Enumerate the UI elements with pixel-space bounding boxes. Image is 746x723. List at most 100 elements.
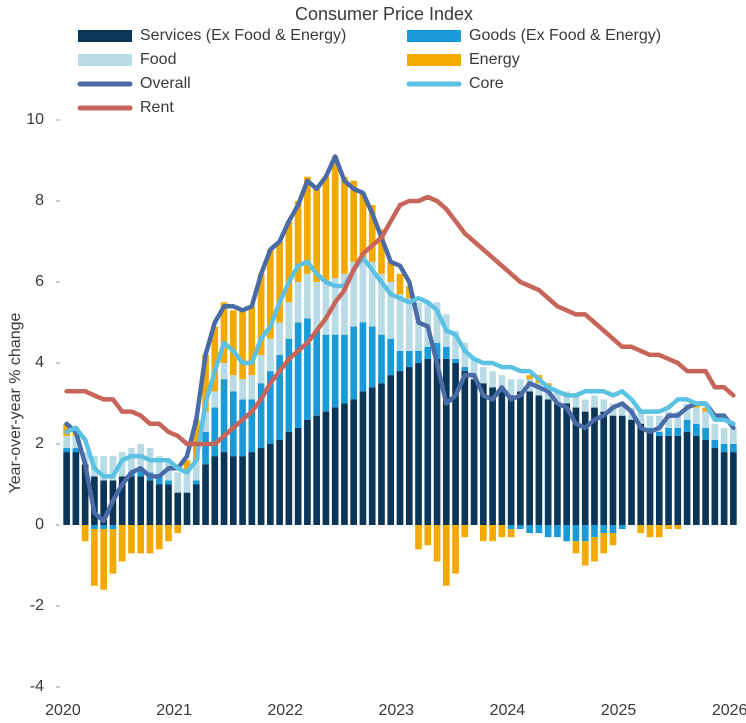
bar-segment (646, 415, 654, 428)
x-tick-label: 2024 (490, 702, 526, 719)
bar-segment (63, 435, 70, 449)
bar-segment (220, 379, 228, 453)
bar-segment (655, 525, 663, 538)
bar-segment (730, 452, 737, 525)
bar-segment (591, 537, 598, 562)
bar-segment (109, 456, 117, 481)
bar-segment (257, 273, 265, 355)
bar-segment (692, 407, 700, 424)
bar-segment (155, 525, 163, 550)
bar-segment (128, 525, 135, 554)
bar-segment (517, 525, 524, 530)
bar-segment (285, 431, 293, 525)
bar-segment (211, 391, 219, 408)
x-tick-label: 2022 (267, 702, 303, 719)
bar-segment (405, 350, 413, 368)
bar-segment (202, 411, 209, 432)
bar-segment (544, 399, 552, 525)
y-tick-label: 4 (35, 354, 44, 371)
bar-segment (554, 391, 561, 404)
legend-label: Food (140, 51, 176, 68)
bar-segment (396, 294, 404, 351)
bar-segment (155, 484, 163, 525)
bar-segment (276, 322, 283, 355)
bar-segment (387, 261, 395, 282)
bar-segment (118, 525, 126, 562)
bar-segment (461, 371, 469, 525)
bar-segment (100, 480, 108, 525)
bar-segment (396, 371, 404, 525)
bar-segment (229, 310, 237, 376)
bar-segment (674, 525, 682, 530)
bar-segment (683, 403, 691, 420)
bar-segment (544, 525, 552, 538)
bar-segment (128, 476, 135, 525)
bar-segment (304, 176, 311, 274)
bar-segment (507, 525, 515, 530)
bar-segment (350, 399, 358, 525)
bar-segment (368, 326, 376, 388)
bar-segment (350, 326, 358, 400)
bar-segment (267, 371, 274, 444)
bar-segment (424, 358, 432, 525)
bar-segment (655, 431, 663, 436)
y-tick-label: 2 (35, 435, 44, 452)
bar-segment (517, 391, 524, 525)
y-tick-label: 0 (35, 516, 44, 533)
bar-segment (442, 346, 450, 359)
bar-segment (211, 326, 219, 392)
bar-segment (711, 448, 719, 525)
y-tick-label: 6 (35, 273, 44, 290)
bar-segment (294, 322, 302, 428)
bar-segment (239, 456, 246, 525)
bar-segment (239, 379, 246, 400)
bar-segment (322, 282, 330, 335)
bar-segment (378, 273, 385, 335)
bar-segment (415, 302, 422, 351)
bar-segment (461, 525, 469, 538)
bar-segment (118, 476, 126, 525)
bar-segment (220, 302, 228, 363)
x-tick-label: 2021 (156, 702, 192, 719)
bar-segment (396, 350, 404, 372)
bar-segment (711, 439, 719, 449)
bar-segment (702, 407, 709, 412)
bar-segment (313, 415, 320, 525)
bar-segment (192, 484, 200, 525)
bar-segment (91, 529, 98, 586)
bar-segment (692, 435, 700, 525)
bar-segment (257, 448, 265, 525)
bar-segment (572, 395, 580, 408)
bar-segment (146, 480, 154, 525)
bar-segment (183, 460, 191, 473)
bar-segment (470, 358, 478, 380)
bar-segment (424, 525, 432, 546)
bar-segment (563, 525, 571, 542)
bar-segment (498, 525, 506, 538)
bar-segment (72, 435, 80, 449)
bar-segment (730, 427, 737, 444)
bar-segment (452, 363, 459, 525)
bar-segment (285, 302, 293, 339)
bar-segment (646, 431, 654, 525)
bar-segment (702, 411, 709, 428)
bar-segment (378, 229, 385, 274)
legend-swatch (78, 30, 132, 42)
chart-title: Consumer Price Index (295, 4, 473, 24)
bar-segment (294, 201, 302, 282)
bar-segment (220, 363, 228, 380)
bar-segment (609, 525, 617, 534)
bar-segment (183, 492, 191, 525)
bar-segment (239, 310, 246, 380)
bar-segment (276, 439, 283, 525)
bar-segment (480, 367, 487, 384)
bar-segment (591, 525, 598, 538)
bar-segment (359, 391, 367, 525)
bar-segment (618, 415, 626, 525)
bar-segment (665, 525, 672, 530)
bar-segment (267, 444, 274, 525)
bar-segment (452, 525, 459, 574)
bar-segment (128, 448, 135, 473)
bar-segment (174, 525, 182, 534)
bar-segment (202, 354, 209, 412)
